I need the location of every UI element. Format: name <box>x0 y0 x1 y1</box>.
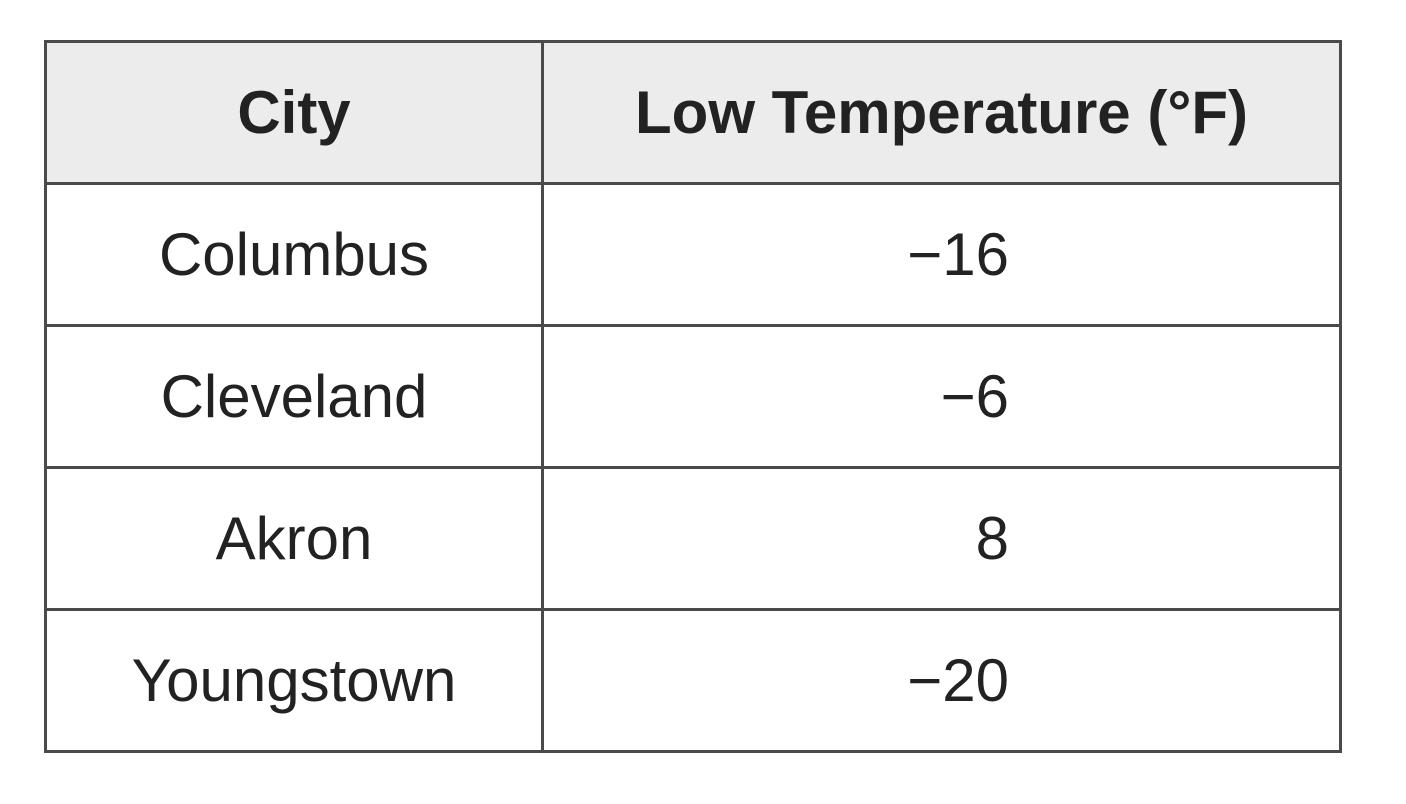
header-cell: City <box>44 40 544 185</box>
temperature-cell: −6 <box>541 324 1342 469</box>
temperature-cell: 8 <box>541 466 1342 611</box>
temperature-cell: −16 <box>541 182 1342 327</box>
header-cell: Low Temperature (°F) <box>541 40 1342 185</box>
table-row: Columbus −16 <box>44 182 1342 327</box>
temperature-table: City Low Temperature (°F) Columbus −16 Cle… <box>44 40 1342 753</box>
city-cell: Columbus <box>44 182 544 327</box>
header-row: City Low Temperature (°F) <box>44 40 1342 185</box>
city-cell: Youngstown <box>44 608 544 753</box>
table-row: Youngstown −20 <box>44 608 1342 753</box>
table-header: City Low Temperature (°F) <box>44 40 1342 185</box>
temperature-cell: −20 <box>541 608 1342 753</box>
city-cell: Cleveland <box>44 324 544 469</box>
city-cell: Akron <box>44 466 544 611</box>
table-row: Cleveland −6 <box>44 324 1342 469</box>
table-body: Columbus −16 Cleveland −6 Akron 8 Youngstown −2… <box>44 182 1342 753</box>
table-row: Akron 8 <box>44 466 1342 611</box>
